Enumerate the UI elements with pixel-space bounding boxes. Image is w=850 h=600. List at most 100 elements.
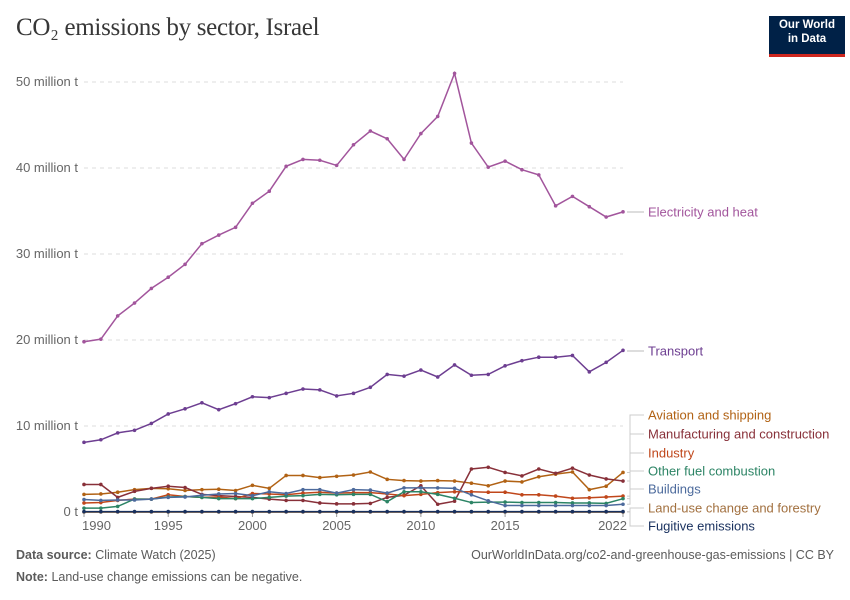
data-point — [587, 501, 592, 505]
x-tick-label: 1995 — [154, 518, 183, 533]
data-point — [233, 496, 238, 501]
data-point — [520, 500, 524, 505]
data-point — [233, 488, 238, 493]
series-transport: Transport — [82, 344, 704, 445]
data-point — [402, 489, 406, 494]
data-point — [536, 493, 541, 497]
y-tick-label: 20 million t — [16, 332, 79, 347]
label-connector — [627, 488, 644, 505]
source-url[interactable]: OurWorldInData.org/co2-and-greenhouse-ga… — [471, 548, 834, 562]
data-point — [503, 479, 507, 483]
x-tick-label: 1990 — [82, 518, 111, 533]
data-point — [82, 339, 86, 344]
data-point — [536, 509, 541, 514]
x-tick-label: 2010 — [406, 518, 435, 533]
data-point — [520, 167, 524, 172]
data-point — [368, 385, 373, 390]
data-point — [301, 473, 305, 478]
data-point — [301, 387, 305, 391]
data-point — [216, 492, 221, 496]
data-point — [452, 363, 457, 367]
data-point — [334, 502, 339, 506]
series-label: Other fuel combustion — [648, 464, 775, 479]
series-line — [84, 466, 624, 506]
data-point — [486, 499, 491, 503]
series-buildings: Buildings — [82, 482, 701, 508]
data-point — [419, 489, 423, 494]
data-point — [570, 194, 575, 199]
data-point — [183, 509, 187, 514]
data-point — [284, 494, 288, 498]
data-point — [99, 437, 103, 442]
x-tick-label: 2005 — [322, 518, 351, 533]
data-point — [486, 483, 491, 488]
data-point — [115, 498, 120, 502]
data-point — [82, 440, 86, 445]
data-point — [132, 489, 137, 494]
data-point — [351, 509, 356, 514]
data-point — [469, 467, 474, 471]
y-tick-label: 40 million t — [16, 160, 79, 175]
data-point — [318, 501, 322, 505]
data-point — [250, 201, 255, 206]
data-point — [216, 487, 221, 492]
data-point — [233, 225, 238, 230]
data-point — [318, 158, 322, 163]
data-point — [520, 509, 524, 514]
data-point — [318, 475, 322, 480]
data-point — [334, 394, 339, 398]
y-tick-label: 50 million t — [16, 74, 79, 89]
data-point — [452, 486, 457, 491]
data-point — [166, 484, 171, 489]
x-tick-label: 2000 — [238, 518, 267, 533]
data-point — [82, 501, 86, 505]
data-point — [385, 509, 389, 514]
data-point — [604, 495, 608, 499]
data-point — [216, 233, 221, 237]
data-point — [149, 497, 154, 501]
data-point — [621, 470, 625, 475]
x-tick-label: 2022 — [598, 518, 627, 533]
data-point — [536, 474, 541, 479]
data-point — [267, 495, 272, 500]
note-text: Land-use change emissions can be negativ… — [51, 570, 303, 584]
data-point — [553, 471, 558, 476]
label-connector — [627, 470, 644, 500]
data-point — [368, 509, 373, 514]
data-point — [99, 506, 103, 510]
data-source-text[interactable]: Climate Watch (2025) — [95, 548, 216, 562]
data-point — [115, 504, 120, 509]
data-point — [166, 486, 171, 491]
data-point — [587, 503, 592, 508]
data-point — [419, 368, 423, 372]
data-point — [216, 496, 221, 501]
data-point — [621, 479, 625, 483]
data-point — [452, 479, 457, 483]
series-label: Manufacturing and construction — [648, 427, 829, 442]
data-point — [570, 496, 575, 501]
data-point — [284, 473, 288, 478]
data-point — [570, 466, 575, 470]
data-point — [183, 262, 187, 267]
data-point — [318, 492, 322, 497]
y-tick-label: 30 million t — [16, 246, 79, 261]
data-point — [115, 509, 120, 514]
y-tick-label: 0 t — [64, 504, 79, 519]
data-point — [334, 509, 339, 514]
data-point — [351, 492, 356, 497]
data-point — [301, 157, 305, 162]
note: Note: Land-use change emissions can be n… — [16, 570, 302, 584]
data-point — [503, 470, 507, 475]
data-point — [368, 488, 373, 492]
data-point — [267, 489, 272, 494]
label-connector — [627, 511, 644, 527]
data-point — [99, 498, 103, 503]
data-point — [149, 509, 154, 514]
data-point — [301, 493, 305, 498]
data-point — [402, 493, 406, 498]
owid-logo[interactable]: Our World in Data — [769, 16, 845, 57]
data-point — [587, 204, 592, 209]
data-point — [334, 474, 339, 479]
data-point — [301, 491, 305, 495]
data-point — [82, 497, 86, 502]
